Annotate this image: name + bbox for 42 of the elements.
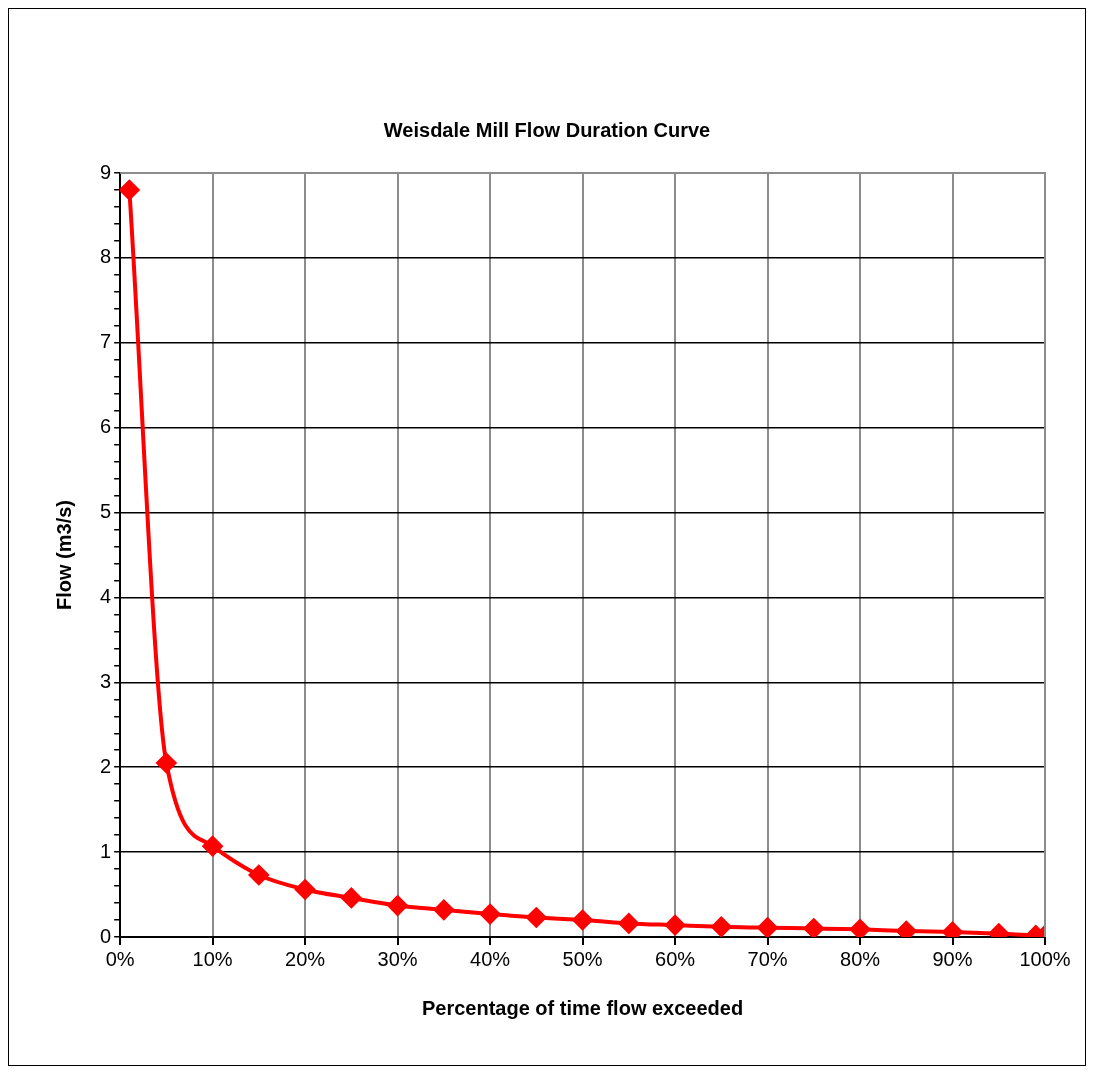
point [341,887,362,908]
x-tick-label: 10% [192,947,233,970]
point [480,904,501,925]
point [757,917,778,937]
point [618,913,639,934]
x-tick-label: 80% [840,947,881,970]
x-tick-label: 0% [105,947,135,970]
y-tick-label: 3 [100,669,112,692]
x-tick-label: 40% [470,947,511,970]
x-tick-label: 70% [747,947,788,970]
x-tick-label: 100% [1019,947,1071,970]
y-axis-title: Flow (m3/s) [52,499,75,611]
point [572,910,593,931]
point [896,921,917,937]
x-axis-title: Percentage of time flow exceeded [421,996,744,1019]
point [433,899,454,920]
x-tick-label: 60% [655,947,696,970]
y-tick-label: 1 [100,839,112,862]
y-tick-label: 4 [100,584,112,607]
point [387,895,408,916]
x-tick-label: 50% [562,947,603,970]
y-tick-label: 8 [100,245,112,268]
point [711,916,732,937]
point [803,918,824,937]
chart-title: Weisdale Mill Flow Duration Curve [383,118,711,141]
point [850,919,871,937]
x-tick-label: 30% [377,947,418,970]
y-tick-label: 0 [100,924,112,947]
point [248,865,269,886]
point [202,836,223,857]
y-tick-label: 2 [100,754,112,777]
x-tick-label: 90% [932,947,973,970]
point [156,752,177,773]
point [120,179,140,200]
x-tick-label: 20% [285,947,326,970]
y-tick-label: 6 [100,415,112,438]
point [665,915,686,936]
point [526,907,547,928]
y-tick-label: 7 [100,330,112,353]
y-tick-label: 5 [100,500,112,523]
y-tick-label: 9 [100,160,112,183]
point [295,879,316,900]
